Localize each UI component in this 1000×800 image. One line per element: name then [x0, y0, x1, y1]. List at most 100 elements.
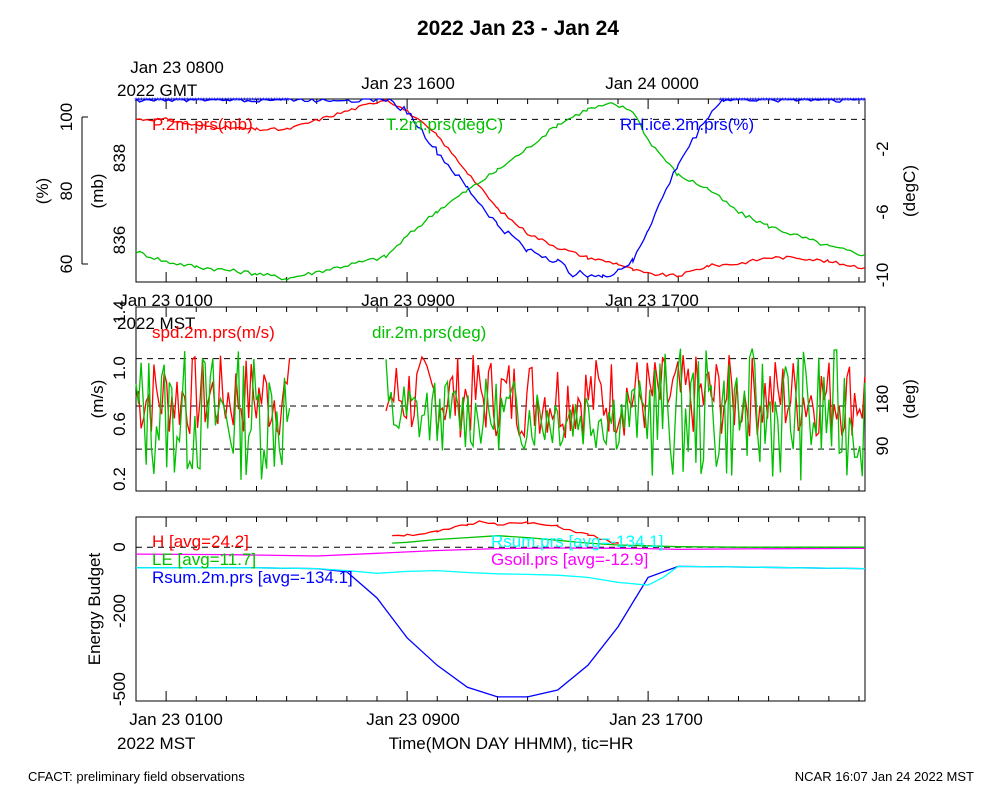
legend-rsum-2m: Rsum.2m.prs [avg=-134.1]: [152, 568, 353, 587]
rh-tick-label: 80: [57, 182, 76, 201]
saturation-marker: *: [738, 96, 742, 106]
saturation-marker: *: [735, 96, 739, 106]
saturation-marker: *: [283, 96, 287, 106]
saturation-marker: *: [843, 96, 847, 106]
mst-tick-label: Jan 23 0100: [119, 291, 213, 310]
saturation-marker: *: [156, 96, 160, 106]
saturation-marker: *: [795, 96, 799, 106]
saturation-marker: *: [729, 96, 733, 106]
saturation-marker: *: [816, 96, 820, 106]
saturation-marker: *: [770, 96, 774, 106]
saturation-marker: *: [762, 96, 766, 106]
saturation-marker: *: [275, 96, 279, 106]
pressure-axis-label: (mb): [88, 174, 107, 209]
mst-tick-label: Jan 23 1700: [609, 710, 703, 729]
saturation-marker: *: [751, 96, 755, 106]
saturation-marker: *: [759, 96, 763, 106]
saturation-marker: *: [833, 96, 837, 106]
legend-rsum: Rsum.prs [avg=-134.1]: [491, 532, 663, 551]
saturation-marker: *: [270, 96, 274, 106]
series-blue: [135, 97, 865, 279]
saturation-marker: *: [221, 96, 225, 106]
temperature-tick-label: -10: [873, 263, 892, 288]
saturation-marker: *: [202, 96, 206, 106]
legend-le: LE [avg=11.7]: [152, 550, 256, 569]
x-axis-title: Time(MON DAY HHMM), tic=HR: [389, 734, 634, 753]
saturation-marker: *: [748, 96, 752, 106]
saturation-marker: *: [264, 96, 268, 106]
series-green: [135, 351, 291, 480]
saturation-marker: *: [240, 96, 244, 106]
series-red: [392, 520, 619, 544]
saturation-marker: *: [267, 96, 271, 106]
saturation-marker: *: [851, 96, 855, 106]
series-red: [135, 355, 291, 436]
saturation-marker: *: [259, 96, 263, 106]
saturation-marker: *: [254, 96, 258, 106]
saturation-marker: *: [819, 96, 823, 106]
panel-3-frame: [135, 516, 866, 702]
saturation-marker: *: [822, 96, 826, 106]
legend-pressure: P.2m.prs(mb): [152, 115, 253, 134]
saturation-marker: *: [226, 96, 230, 106]
saturation-marker: *: [803, 96, 807, 106]
saturation-marker: *: [721, 96, 725, 106]
panel-pressure-temperature: * * * * * * * * * * * * * * * * * * * * * * * * * * * * * * * * * * * * * * * *…: [33, 96, 919, 287]
saturation-marker: *: [243, 96, 247, 106]
speed-axis-label: (m/s): [88, 380, 107, 419]
saturation-marker: *: [218, 96, 222, 106]
panel-1-time-ticks: [165, 99, 860, 282]
saturation-marker: *: [854, 96, 858, 106]
saturation-marker: *: [180, 96, 184, 106]
saturation-marker: *: [281, 96, 285, 106]
legend-gsoil: Gsoil.prs [avg=-12.9]: [491, 550, 648, 569]
series-green: [392, 535, 865, 548]
saturation-marker: *: [191, 96, 195, 106]
saturation-marker: *: [232, 96, 236, 106]
rh-tick-label: 60: [57, 255, 76, 274]
saturation-marker: *: [205, 96, 209, 106]
bottom-time-axis: Jan 23 0100 Jan 23 0900 Jan 23 1700 2022…: [117, 710, 703, 753]
saturation-marker: *: [719, 96, 723, 106]
legend-direction: dir.2m.prs(deg): [372, 323, 486, 342]
top-time-axis: Jan 23 0800 Jan 23 1600 Jan 24 0000 2022…: [117, 58, 699, 100]
gmt-tick-label: Jan 23 1600: [361, 74, 455, 93]
speed-tick-label: 0.2: [110, 467, 129, 491]
footer-left: CFACT: preliminary field observations: [28, 769, 245, 784]
saturation-marker: *: [846, 96, 850, 106]
saturation-marker: *: [175, 96, 179, 106]
saturation-marker: *: [278, 96, 282, 106]
saturation-marker: *: [860, 96, 864, 106]
saturation-marker: *: [776, 96, 780, 106]
pressure-tick-label: 836: [110, 226, 129, 254]
saturation-marker: *: [808, 96, 812, 106]
saturation-marker: *: [159, 96, 163, 106]
panel-3-series: [135, 520, 866, 698]
saturation-marker: *: [178, 96, 182, 106]
saturation-marker: *: [153, 96, 157, 106]
legend-temperature: T.2m.prs(degC): [386, 115, 503, 134]
saturation-marker: *: [805, 96, 809, 106]
mst-tick-label: Jan 23 0900: [361, 291, 455, 310]
saturation-marker: *: [814, 96, 818, 106]
energy-axis-label: Energy Budget: [85, 552, 104, 665]
saturation-marker: *: [183, 96, 187, 106]
saturation-marker: *: [137, 96, 141, 106]
saturation-marker: *: [740, 96, 744, 106]
speed-tick-label: 1.4: [110, 300, 129, 324]
mst-tick-label: Jan 23 0100: [129, 710, 223, 729]
saturation-marker: *: [786, 96, 790, 106]
saturation-marker: *: [811, 96, 815, 106]
saturation-marker: *: [789, 96, 793, 106]
energy-tick-label: -200: [110, 594, 129, 628]
legend-rh-ice: RH.ice.2m.prs(%): [620, 115, 754, 134]
saturation-marker: *: [237, 96, 241, 106]
legend-h: H [avg=24.2]: [152, 532, 249, 551]
panel-wind: Jan 23 0100 Jan 23 0900 Jan 23 1700 2022…: [88, 291, 919, 492]
pressure-tick-label: 838: [110, 144, 129, 172]
saturation-marker: *: [743, 96, 747, 106]
saturation-marker: *: [732, 96, 736, 106]
saturation-marker: *: [245, 96, 249, 106]
panel-2-time-ticks: [165, 307, 860, 491]
